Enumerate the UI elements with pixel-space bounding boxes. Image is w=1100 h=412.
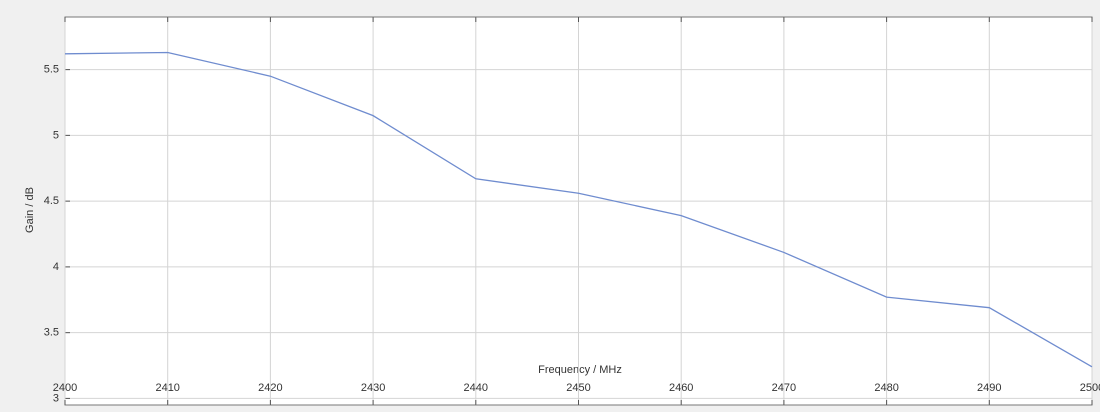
y-axis-label: Gain / dB: [24, 187, 36, 233]
x-tick-label: 2440: [464, 382, 488, 394]
x-axis-label: Frequency / MHz: [538, 364, 622, 376]
x-tick-label: 2490: [977, 382, 1001, 394]
x-tick-label: 2460: [669, 382, 693, 394]
x-tick-label: 2420: [258, 382, 282, 394]
y-tick-label: 5.5: [44, 64, 59, 76]
x-tick-label: 2430: [361, 382, 385, 394]
x-tick-label: 2470: [772, 382, 796, 394]
y-tick-label: 4.5: [44, 195, 59, 207]
x-tick-label: 2500: [1080, 382, 1100, 394]
x-tick-label: 2400: [53, 382, 77, 394]
y-tick-label: 3: [53, 392, 59, 404]
y-tick-label: 5: [53, 129, 59, 141]
y-tick-label: 3.5: [44, 327, 59, 339]
x-tick-label: 2450: [566, 382, 590, 394]
x-tick-label: 2410: [155, 382, 179, 394]
data-line: [64, 51, 1093, 368]
y-tick-label: 4: [53, 261, 59, 273]
x-tick-label: 2480: [874, 382, 898, 394]
